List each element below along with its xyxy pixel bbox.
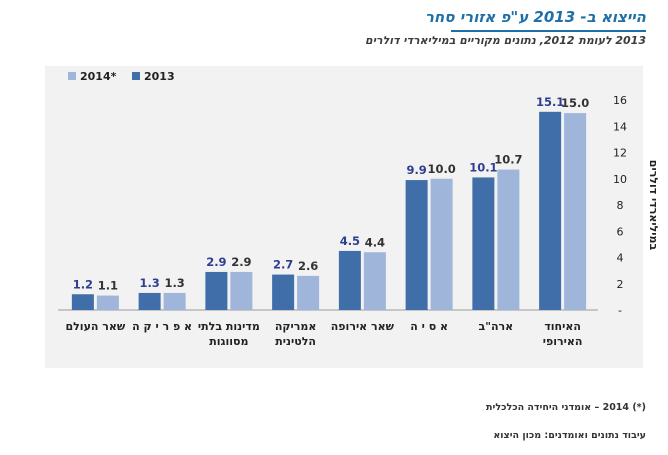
x-tick-label: ארה"ב (479, 320, 514, 333)
x-tick-label: שאר אירופה (331, 320, 395, 333)
data-label: 1.1 (98, 279, 118, 293)
bar-2014-3 (363, 252, 386, 310)
data-label: 2.9 (231, 255, 251, 269)
data-label: 1.2 (73, 277, 93, 291)
chart-subtitle: 2013 לעומת 2012, נתונים מקוריים במיליארד… (365, 34, 646, 47)
x-tick-label: אמריקה (275, 320, 317, 333)
data-label: 4.4 (365, 235, 385, 249)
legend-label-2014: 2014* (80, 70, 117, 83)
y-tick-label: 6 (617, 225, 624, 238)
y-tick-label: 10 (613, 173, 627, 186)
x-tick-label: מסווגות (209, 335, 248, 348)
x-tick-label: האירופי (543, 335, 583, 348)
bar-2013-7 (71, 294, 94, 310)
bar-2013-6 (138, 292, 161, 310)
data-label: 2.6 (298, 259, 318, 273)
bar-2014-6 (163, 292, 186, 310)
bar-2013-4 (272, 274, 295, 310)
y-tick-label: 8 (617, 199, 624, 212)
x-tick-label: שאר העולם (65, 320, 125, 333)
bar-2013-0 (539, 111, 562, 310)
data-label: 10.7 (494, 153, 522, 167)
data-label: 9.9 (406, 163, 426, 177)
data-label: 1.3 (139, 276, 159, 290)
y-tick-label: 12 (613, 147, 627, 160)
footnote: (*) 2014 – אומדני היחידה הכלכלית (486, 402, 646, 413)
x-tick-label: מדינות בלתי (198, 320, 260, 333)
x-tick-label: האיחוד (544, 320, 581, 333)
y-tick-label: 4 (617, 252, 624, 265)
bar-2013-3 (338, 250, 361, 310)
legend-label-2013: 2013 (144, 70, 175, 83)
bar-2014-0 (564, 113, 587, 310)
bar-2014-7 (96, 295, 119, 310)
data-label: 15.1 (536, 95, 564, 109)
bar-2013-2 (405, 180, 428, 310)
data-label: 10.0 (427, 162, 455, 176)
data-label: 15.0 (561, 96, 589, 110)
x-tick-label: הלטינית (275, 335, 316, 348)
title-underline (451, 30, 646, 32)
y-tick-label: 2 (617, 278, 624, 291)
bar-2014-1 (497, 169, 520, 310)
y-tick-label: 16 (613, 94, 627, 107)
bar-2014-2 (430, 178, 453, 310)
chart-title: הייצוא ב- 2013 ע"פ אזורי סחר (425, 8, 646, 26)
data-label: 2.7 (273, 258, 293, 272)
bar-2013-5 (205, 271, 228, 310)
bar-2013-1 (472, 177, 495, 310)
bar-2014-4 (297, 275, 320, 310)
data-label: 10.1 (469, 160, 497, 174)
data-label: 2.9 (206, 255, 226, 269)
legend-swatch-2013 (132, 72, 140, 80)
x-tick-label: א ס י ה (410, 320, 448, 333)
bar-2014-5 (230, 271, 253, 310)
source-note: עיבוד נתונים ואומדנים: מכון היצוא (493, 430, 646, 441)
y-axis-label: במיליארדי דולרים (647, 160, 660, 251)
data-label: 1.3 (164, 276, 184, 290)
data-label: 4.5 (340, 234, 360, 248)
legend-swatch-2014 (68, 72, 76, 80)
y-tick-label: 14 (613, 120, 627, 133)
x-tick-label: א פ ר י ק ה (132, 320, 192, 333)
y-tick-label: - (618, 304, 622, 317)
